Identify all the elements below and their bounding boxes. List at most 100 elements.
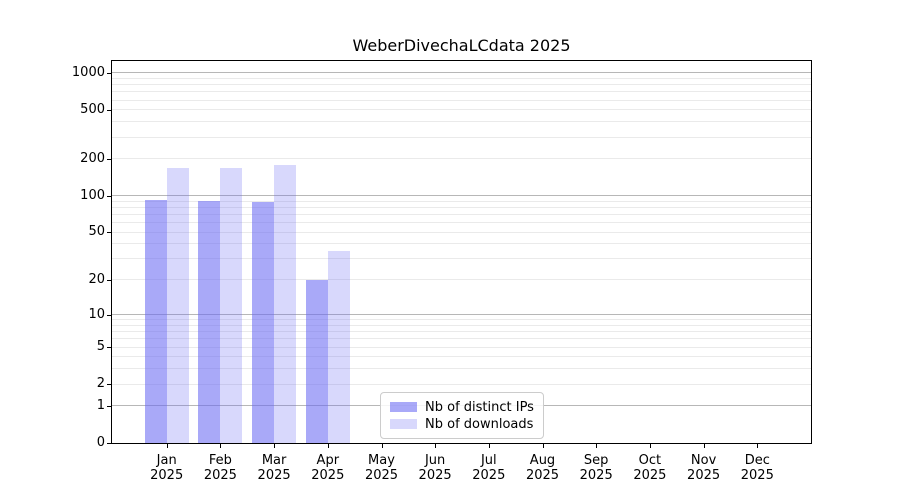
legend-label-distinct-ips: Nb of distinct IPs <box>425 399 534 415</box>
bar-downloads-apr <box>327 250 350 443</box>
x-tick-mark <box>166 444 168 448</box>
x-tick-mark <box>435 444 437 448</box>
y-tick-mark <box>107 158 111 160</box>
x-tick-label: Dec 2025 <box>729 453 785 483</box>
x-tick-month: Oct <box>638 453 662 468</box>
y-tick-mark <box>107 195 111 197</box>
bar-distinct-ips-apr <box>305 279 328 443</box>
gridline-minor <box>112 243 811 245</box>
y-tick-mark <box>107 109 111 111</box>
x-tick-label: Jan 2025 <box>139 453 195 483</box>
x-tick-mark <box>596 444 598 448</box>
x-tick-year: 2025 <box>740 467 774 483</box>
bar-distinct-ips-feb <box>198 201 221 443</box>
x-tick-year: 2025 <box>687 467 721 483</box>
x-tick-month: Mar <box>261 453 287 468</box>
gridline-minor <box>112 84 811 86</box>
x-tick-label: Mar 2025 <box>246 453 302 483</box>
x-tick-year: 2025 <box>525 467 560 483</box>
gridline-major <box>112 195 811 197</box>
x-tick-month: Apr <box>316 453 340 468</box>
x-tick-year: 2025 <box>150 467 184 483</box>
y-tick-label: 200 <box>80 150 105 166</box>
gridline-minor <box>112 200 811 202</box>
x-tick-mark <box>703 444 705 448</box>
gridline-major <box>112 72 811 74</box>
y-tick-label: 50 <box>88 224 105 240</box>
bar-downloads-feb <box>220 168 243 443</box>
gridline-minor <box>112 383 811 385</box>
x-tick-month: Nov <box>690 453 717 468</box>
gridline-minor <box>112 136 811 138</box>
gridline-minor <box>112 206 811 208</box>
y-tick-label: 5 <box>96 339 105 354</box>
x-tick-mark <box>327 444 329 448</box>
legend-swatch-distinct-ips <box>390 402 417 412</box>
gridline-minor <box>112 319 811 321</box>
x-tick-label: Oct 2025 <box>622 453 678 483</box>
gridline-minor <box>112 356 811 358</box>
gridline-minor <box>112 338 811 340</box>
gridline-minor <box>112 214 811 215</box>
gridline-minor <box>112 231 811 233</box>
x-tick-year: 2025 <box>257 467 291 483</box>
y-tick-mark <box>107 72 111 74</box>
x-tick-label: Aug 2025 <box>515 453 571 483</box>
x-tick-mark <box>542 444 544 448</box>
x-tick-mark <box>488 444 490 448</box>
y-tick-label: 0 <box>96 435 105 450</box>
y-tick-mark <box>107 232 111 234</box>
plot-area <box>111 60 812 444</box>
x-tick-month: Sep <box>583 453 609 468</box>
x-tick-year: 2025 <box>364 467 399 483</box>
bar-distinct-ips-jan <box>144 199 167 443</box>
x-tick-month: Jan <box>156 453 177 468</box>
x-tick-mark <box>220 444 222 448</box>
x-tick-year: 2025 <box>579 467 613 483</box>
x-tick-year: 2025 <box>311 467 345 483</box>
y-tick-label: 100 <box>80 187 105 203</box>
x-tick-mark <box>649 444 651 448</box>
x-tick-label: Apr 2025 <box>300 453 356 483</box>
x-tick-year: 2025 <box>203 467 237 483</box>
x-tick-month: Aug <box>529 453 556 468</box>
x-tick-label: Sep 2025 <box>568 453 624 483</box>
y-tick-label: 1000 <box>71 64 105 80</box>
bar-downloads-jan <box>166 168 189 443</box>
x-tick-mark <box>381 444 383 448</box>
gridline-minor <box>112 346 811 348</box>
x-tick-month: Jun <box>424 453 446 468</box>
gridline-major <box>112 314 811 315</box>
y-tick-mark <box>107 347 111 348</box>
x-tick-mark <box>757 444 759 448</box>
x-tick-label: Feb 2025 <box>192 453 248 483</box>
x-tick-month: Dec <box>744 453 770 468</box>
bar-downloads-mar <box>274 164 297 443</box>
legend-label-downloads: Nb of downloads <box>425 416 534 432</box>
gridline-minor <box>112 158 811 160</box>
gridline-minor <box>112 222 811 224</box>
y-tick-label: 2 <box>96 376 105 392</box>
x-tick-label: Nov 2025 <box>676 453 732 483</box>
gridline-minor <box>112 109 811 111</box>
y-tick-mark <box>107 384 111 386</box>
x-tick-year: 2025 <box>633 467 667 483</box>
y-tick-label: 500 <box>80 101 105 117</box>
gridline-minor <box>112 258 811 260</box>
y-tick-mark <box>107 314 111 316</box>
bar-distinct-ips-mar <box>252 201 275 443</box>
legend-item-downloads: Nb of downloads <box>390 416 534 432</box>
x-tick-month: May <box>368 453 395 468</box>
y-tick-label: 1 <box>96 397 105 413</box>
gridline-minor <box>112 99 811 101</box>
gridline-minor <box>112 121 811 123</box>
gridline-minor <box>112 331 811 332</box>
x-tick-mark <box>274 444 276 448</box>
y-tick-mark <box>107 405 111 407</box>
y-tick-mark <box>107 443 111 444</box>
x-tick-month: Feb <box>208 453 232 468</box>
x-tick-year: 2025 <box>418 467 452 483</box>
legend-swatch-downloads <box>390 419 417 429</box>
x-tick-year: 2025 <box>472 467 506 483</box>
